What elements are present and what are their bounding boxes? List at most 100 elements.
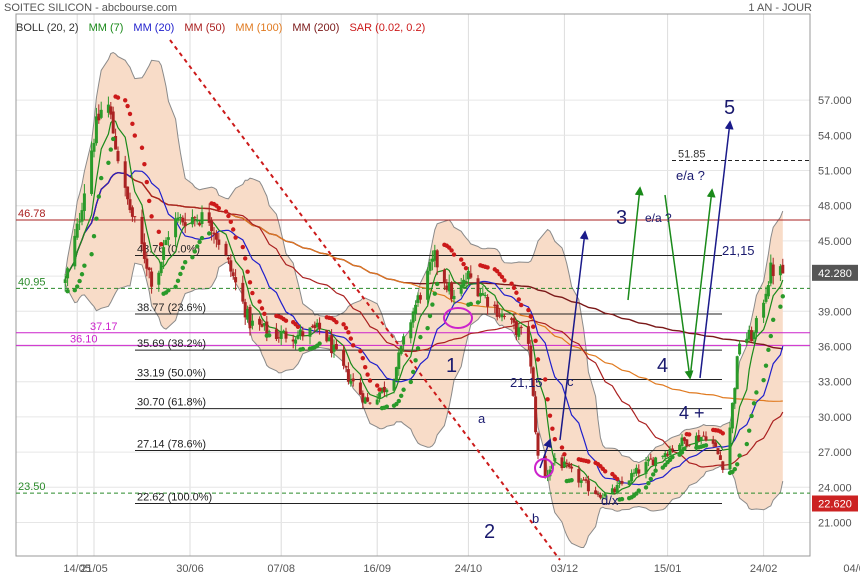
sar-dot: [147, 198, 152, 204]
sar-dot: [411, 369, 416, 375]
sar-dot: [142, 161, 147, 167]
candle-body: [294, 339, 298, 344]
sar-dot: [72, 288, 78, 293]
candle-body: [649, 458, 653, 460]
sar-dot: [341, 322, 346, 327]
sar-dot: [245, 269, 250, 274]
sar-dot: [648, 476, 653, 482]
sar-dot: [79, 272, 85, 277]
wave-label: e/a ?: [645, 211, 672, 225]
wave-arrow: [559, 230, 589, 441]
candle-body: [111, 111, 115, 134]
wave-label: c: [567, 374, 574, 389]
candle-body: [543, 455, 547, 477]
sar-dot: [413, 358, 418, 363]
candle-body: [277, 337, 281, 339]
legend-mm200: MM (200): [292, 22, 340, 34]
wave-arrow: [699, 120, 734, 379]
sar-dot: [485, 265, 490, 270]
candle-body: [697, 435, 701, 442]
candle-body: [694, 435, 698, 447]
axis-layer: 21.000 24.000 27.000 30.000 33.000 36.000 39.0…: [63, 95, 860, 575]
sar-dot: [139, 145, 145, 150]
sar-dot: [231, 227, 236, 232]
candle-body: [315, 322, 319, 328]
sar-dot: [365, 372, 370, 377]
sar-dot: [766, 347, 771, 353]
candle-body: [738, 343, 742, 355]
sar-dot: [509, 281, 514, 286]
ma-7-line: [64, 119, 784, 495]
sar-dot: [75, 284, 80, 289]
sar-dot: [130, 121, 135, 127]
candle-body: [762, 302, 766, 318]
sar-dot: [531, 324, 536, 329]
sar-dot: [149, 214, 154, 219]
candle-body: [243, 302, 247, 318]
fib-label: 27.14 (78.6%): [137, 438, 206, 450]
sar-dot: [343, 325, 349, 331]
candle-body: [344, 365, 348, 368]
candle-body: [483, 294, 487, 296]
indicator-legend: BOLL (20, 2) MM (7) MM (20) MM (50) MM (…: [16, 22, 435, 34]
sar-dot: [156, 229, 161, 235]
candle-body: [195, 220, 199, 222]
candle-body: [318, 322, 322, 330]
sar-dot: [418, 334, 423, 340]
wave-label: 3: [616, 207, 627, 229]
sar-dot: [240, 244, 245, 250]
candle-body: [728, 427, 732, 470]
candle-body: [613, 488, 617, 492]
candle-body: [109, 106, 113, 115]
candle-body: [330, 335, 334, 354]
sar-dot: [761, 377, 766, 383]
low-price-badge: 22.620: [818, 498, 852, 510]
legend-mm50: MM (50): [184, 22, 226, 34]
sar-dot: [396, 398, 401, 404]
candle-body: [166, 237, 170, 240]
candle-body: [498, 315, 502, 317]
candle-body: [702, 435, 706, 437]
y-tick-label: 27.000: [818, 447, 852, 459]
candle-body: [661, 455, 665, 457]
candle-body: [620, 480, 624, 484]
legend-mm7: MM (7): [88, 22, 124, 34]
candle-body: [714, 442, 718, 447]
candle-body: [462, 279, 466, 287]
candle-body: [630, 473, 634, 482]
plot-frame: [15, 13, 811, 557]
sar-dot: [747, 428, 752, 433]
annotation-layer: 1 2 3 4 4 + 5 a b c d/x e/a ? e/a ? 21,15 21,15: [443, 97, 755, 543]
candle-body: [130, 207, 134, 217]
y-tick-label: 57.000: [818, 95, 852, 107]
sar-dot: [384, 404, 389, 409]
candle-body: [469, 273, 473, 278]
candle-body: [414, 304, 418, 314]
candle-body: [246, 308, 250, 320]
candle-body: [577, 469, 581, 483]
candle-body: [766, 285, 770, 297]
y-tick-label: 33.000: [818, 377, 852, 389]
sar-dot: [267, 333, 272, 338]
sar-dot: [346, 330, 351, 335]
sar-dot: [495, 268, 500, 274]
level-label: 51.85: [678, 149, 706, 161]
sar-dot: [159, 241, 164, 247]
candle-body: [433, 250, 437, 261]
candle-body: [699, 436, 703, 441]
candle-body: [308, 327, 312, 337]
candle-body: [176, 217, 180, 221]
moving-average-layer: [64, 119, 784, 495]
sar-dot: [144, 179, 149, 185]
candle-body: [452, 295, 456, 300]
sar-dot: [511, 285, 517, 290]
candle-body: [181, 217, 185, 223]
sar-dot: [634, 491, 639, 496]
candle-body: [378, 392, 382, 398]
sar-dot: [771, 317, 776, 322]
candle-body: [745, 338, 749, 344]
sar-dot: [468, 301, 473, 307]
level-label: 40.95: [18, 276, 46, 288]
candle-body: [534, 396, 538, 433]
